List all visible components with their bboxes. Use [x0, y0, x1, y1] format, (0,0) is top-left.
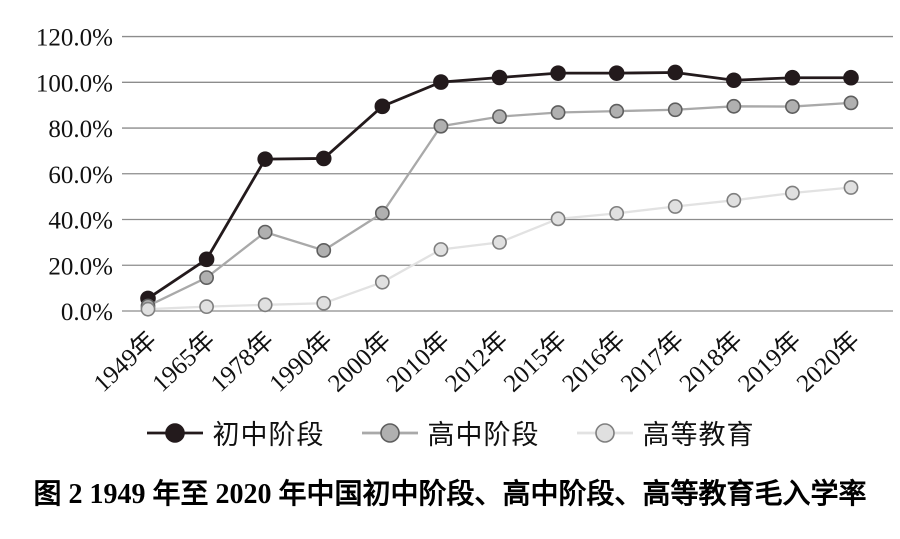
- data-point-marker: [785, 185, 800, 201]
- legend-circle-icon: [594, 422, 615, 443]
- legend-item-junior-secondary: 初中阶段: [146, 413, 325, 452]
- legend-label-senior-secondary: 高中阶段: [427, 420, 540, 450]
- data-point-marker: [726, 98, 742, 114]
- y-axis-tick-label: 20.0%: [48, 253, 113, 280]
- legend-key-higher-education-icon: [576, 422, 633, 443]
- figure-caption: 图 2 1949 年至 2020 年中国初中阶段、高中阶段、高等教育毛入学率: [33, 479, 867, 510]
- line-chart-canvas: 0.0% 20.0% 40.0% 60.0% 80.0% 100.0% 120.0% 1949…: [36, 25, 893, 398]
- x-axis-tick-label: 1978年: [205, 326, 279, 398]
- data-point-marker: [199, 270, 214, 286]
- data-point-marker: [726, 72, 742, 89]
- data-point-marker: [843, 95, 859, 111]
- x-axis-tick-label: 2010年: [381, 326, 455, 398]
- x-axis-tick-label: 1990年: [264, 326, 338, 398]
- data-point-marker: [667, 64, 684, 81]
- data-point-marker: [726, 192, 742, 208]
- x-axis-tick-label: 2020年: [791, 326, 865, 398]
- data-point-marker: [608, 65, 625, 81]
- legend-circle-icon: [379, 422, 400, 443]
- data-point-marker: [667, 102, 683, 118]
- data-point-marker: [433, 242, 449, 257]
- data-point-marker: [433, 118, 449, 134]
- y-axis-tick-label: 120.0%: [36, 25, 113, 52]
- series-line-1: [147, 101, 852, 308]
- data-point-marker: [784, 69, 801, 86]
- data-point-marker: [316, 242, 332, 258]
- y-axis-tick-label: 40.0%: [48, 208, 113, 235]
- data-point-marker: [785, 99, 800, 114]
- data-point-marker: [609, 205, 625, 221]
- y-axis-tick-label: 0.0%: [61, 299, 113, 326]
- data-point-marker: [257, 224, 273, 240]
- x-axis-tick-label: 2018年: [674, 326, 748, 398]
- x-axis-tick-label: 2012年: [440, 326, 514, 398]
- y-axis-tick-label: 100.0%: [36, 70, 113, 97]
- data-point-marker: [843, 180, 859, 195]
- data-point-marker: [315, 150, 332, 167]
- x-axis-tick-label: 1949年: [88, 326, 162, 398]
- x-axis-tick-label: 2016年: [557, 326, 631, 398]
- legend-item-senior-secondary: 高中阶段: [361, 413, 540, 452]
- y-axis-tick-label: 80.0%: [48, 116, 113, 143]
- x-axis-tick-label: 2000年: [322, 326, 396, 398]
- data-point-marker: [550, 105, 566, 120]
- chart-legend: 初中阶段 高中阶段 高等教育: [0, 413, 900, 452]
- data-point-marker: [433, 74, 449, 90]
- data-point-marker: [550, 211, 566, 227]
- data-point-marker: [550, 65, 566, 81]
- legend-key-junior-secondary-icon: [146, 422, 203, 443]
- data-point-marker: [609, 103, 625, 119]
- data-point-marker: [374, 274, 390, 290]
- x-axis-tick-label: 2017年: [615, 326, 689, 398]
- data-point-marker: [199, 299, 214, 315]
- data-point-marker: [374, 205, 390, 221]
- data-point-marker: [491, 69, 508, 86]
- data-point-marker: [492, 234, 507, 250]
- legend-label-junior-secondary: 初中阶段: [212, 420, 325, 450]
- data-point-marker: [374, 98, 391, 115]
- data-point-marker: [843, 69, 859, 86]
- data-point-marker: [257, 151, 273, 167]
- legend-circle-icon: [164, 422, 185, 443]
- y-axis-tick-label: 60.0%: [48, 162, 113, 189]
- x-axis-tick-label: 2019年: [733, 326, 807, 398]
- x-axis-tick-label: 2015年: [498, 326, 572, 398]
- data-point-marker: [667, 199, 683, 214]
- data-point-marker: [140, 301, 156, 317]
- legend-item-higher-education: 高等教育: [576, 413, 755, 452]
- legend-key-senior-secondary-icon: [361, 422, 418, 443]
- data-point-marker: [257, 297, 273, 313]
- data-point-marker: [492, 109, 507, 125]
- data-point-marker: [316, 295, 332, 311]
- data-point-marker: [198, 251, 215, 268]
- x-axis-tick-label: 1965年: [147, 326, 221, 398]
- legend-label-higher-education: 高等教育: [642, 420, 755, 450]
